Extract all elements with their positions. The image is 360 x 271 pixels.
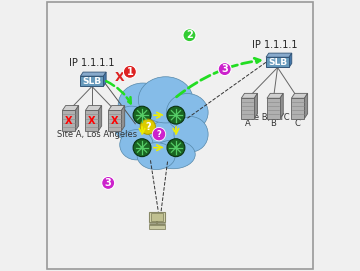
Polygon shape [305,93,308,119]
Polygon shape [62,105,78,111]
FancyBboxPatch shape [62,111,75,131]
FancyBboxPatch shape [108,111,121,131]
Polygon shape [103,72,106,86]
Text: 1: 1 [126,67,133,77]
Circle shape [152,127,166,141]
Text: Site B, NYC: Site B, NYC [243,113,290,122]
Circle shape [167,106,185,124]
Polygon shape [121,105,125,131]
FancyBboxPatch shape [291,98,305,119]
Circle shape [102,176,115,189]
Text: X: X [111,116,119,125]
Polygon shape [85,105,102,111]
Circle shape [183,29,196,42]
FancyBboxPatch shape [149,225,165,229]
FancyBboxPatch shape [267,98,280,119]
Text: 3: 3 [221,64,228,74]
Ellipse shape [120,130,153,160]
Ellipse shape [166,93,208,131]
Polygon shape [75,105,78,131]
Text: A: A [245,119,251,128]
Polygon shape [289,53,292,67]
Polygon shape [80,72,106,76]
Text: 2: 2 [186,30,193,40]
Text: B: B [271,119,276,128]
Polygon shape [280,93,283,119]
Circle shape [123,65,136,78]
Circle shape [167,139,185,157]
Ellipse shape [126,96,202,164]
Circle shape [140,114,144,117]
Polygon shape [108,105,125,111]
Text: SLB: SLB [268,58,287,67]
Polygon shape [254,93,257,119]
Polygon shape [241,93,257,98]
Text: SLB: SLB [82,77,102,86]
Ellipse shape [137,143,175,170]
Text: Site A, Los Angeles: Site A, Los Angeles [57,130,138,139]
Text: ?: ? [145,122,150,132]
Text: 3: 3 [105,178,112,188]
Circle shape [133,106,151,124]
Polygon shape [266,53,292,57]
Ellipse shape [138,77,193,123]
Polygon shape [267,93,283,98]
Text: IP 1.1.1.1: IP 1.1.1.1 [69,58,115,68]
FancyBboxPatch shape [150,213,163,221]
Circle shape [140,119,156,134]
Polygon shape [291,93,308,98]
Text: IP 1.1.1.1: IP 1.1.1.1 [252,40,298,50]
Text: X: X [115,71,125,84]
Text: X: X [88,116,96,125]
FancyBboxPatch shape [80,76,103,86]
FancyBboxPatch shape [266,57,289,67]
Text: ?: ? [157,130,161,139]
Circle shape [133,139,151,157]
FancyBboxPatch shape [149,212,165,222]
Ellipse shape [151,140,195,169]
FancyBboxPatch shape [85,111,98,131]
Ellipse shape [174,117,208,152]
Ellipse shape [118,83,167,127]
Polygon shape [98,105,102,131]
Text: X: X [65,116,73,125]
Circle shape [218,63,231,76]
Circle shape [174,114,177,117]
Ellipse shape [113,106,150,141]
Text: C: C [295,119,301,128]
FancyBboxPatch shape [241,98,254,119]
Circle shape [140,146,144,149]
Circle shape [174,146,177,149]
